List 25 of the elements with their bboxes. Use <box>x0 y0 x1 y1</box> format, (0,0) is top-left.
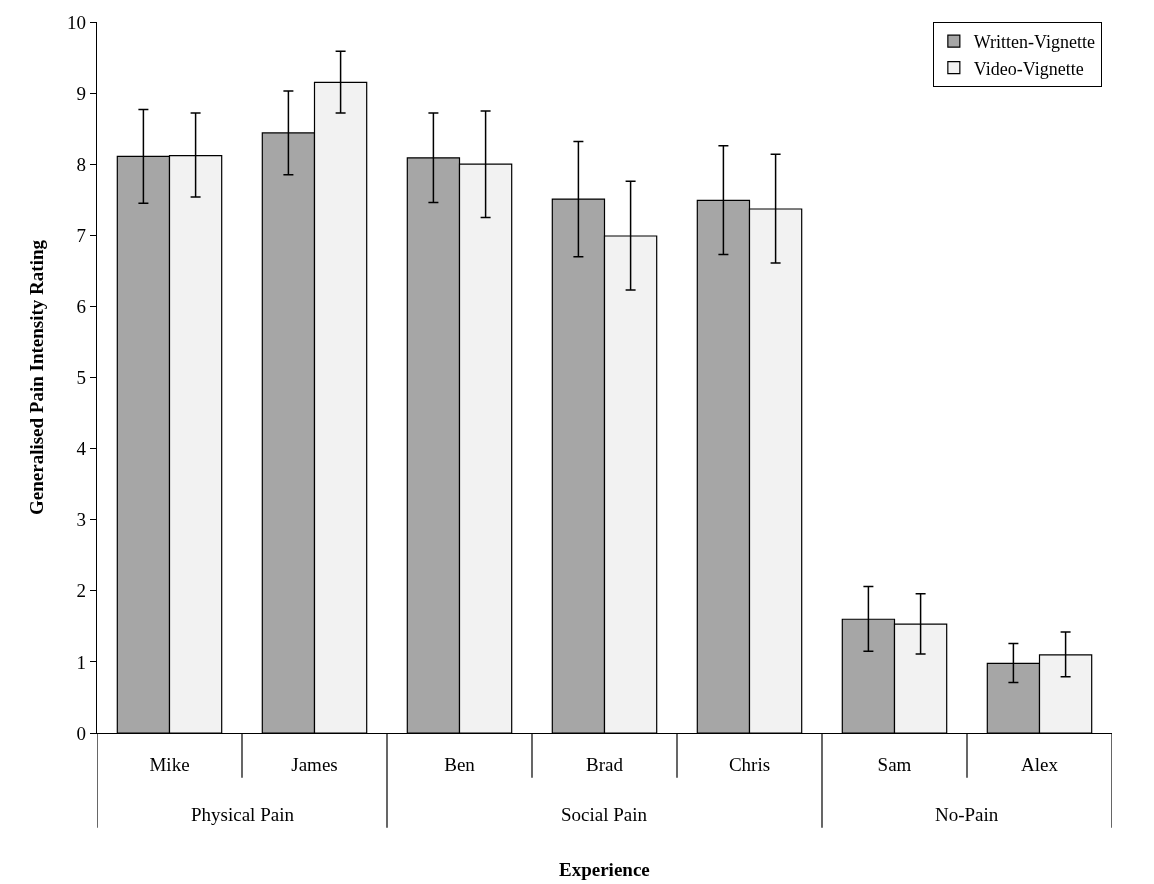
y-tick-label: 3 <box>76 509 87 531</box>
y-tick-label: 10 <box>67 11 87 33</box>
x-tick-label: Ben <box>444 753 476 775</box>
text: Physical Pain <box>191 804 295 825</box>
y-tick-label: 1 <box>76 651 87 673</box>
legend-label: Video-Vignette <box>973 58 1084 79</box>
x-tick-label: Mike <box>149 753 190 775</box>
y-tick-label: 4 <box>76 438 87 460</box>
y-tick-label: 0 <box>76 722 87 744</box>
text: No-Pain <box>935 804 999 825</box>
y-tick-label: 8 <box>76 153 87 175</box>
x-tick-label: Alex <box>1021 753 1059 775</box>
y-tick-label: 7 <box>76 224 87 246</box>
x-tick-label: Sam <box>877 753 912 775</box>
x-tick-label: James <box>291 753 338 775</box>
legend-label: Written-Vignette <box>973 32 1096 53</box>
y-tick-label: 9 <box>76 82 87 104</box>
y-tick-label: 6 <box>76 296 87 318</box>
x-tick-label: Chris <box>728 753 771 775</box>
text: Social Pain <box>561 804 648 825</box>
x-tick-label: Brad <box>586 753 624 775</box>
x-axis-title: Experience <box>559 859 650 880</box>
y-tick-label: 5 <box>76 367 87 389</box>
y-tick-label: 2 <box>76 580 87 602</box>
y-axis-title: Generalised Pain Intensity Rating <box>25 239 47 515</box>
